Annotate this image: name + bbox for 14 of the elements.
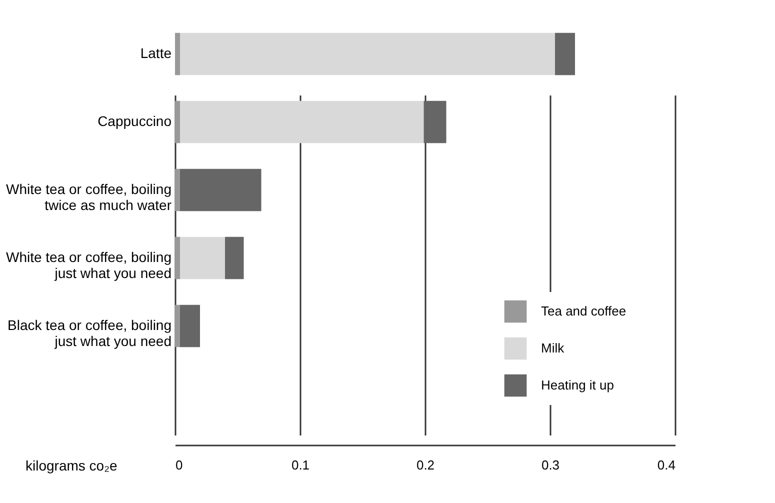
y-tick-label: White tea or coffee, boiling twice as much water [6, 181, 172, 213]
y-tick-label: Latte [140, 45, 172, 61]
y-tick-label: Cappuccino [98, 113, 172, 129]
legend-label: Tea and coffee [541, 304, 626, 318]
legend-label: Milk [541, 340, 565, 356]
legend-label: Heating it up [541, 378, 614, 392]
x-tick-label: 0.1 [291, 458, 310, 472]
x-axis-title: kilograms co₂e [26, 458, 118, 474]
y-tick-label: Black tea or coffee, boiling just what you need [8, 317, 172, 349]
x-tick-label: 0 [176, 458, 183, 472]
x-tick-label: 0.3 [541, 458, 560, 472]
x-tick-label: 0.4 [657, 458, 676, 472]
x-tick-label: 0.2 [416, 458, 435, 472]
y-tick-label: White tea or coffee, boiling just what you need [6, 249, 172, 281]
